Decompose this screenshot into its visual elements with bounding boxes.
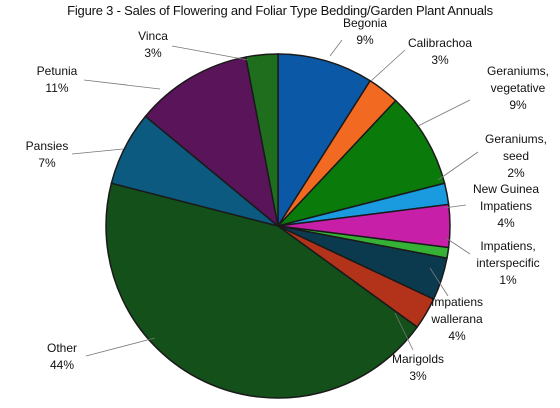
pie-slice-begonia bbox=[277, 53, 372, 229]
leader-line-pansies bbox=[71, 148, 124, 155]
slice-label-marigolds: Marigolds 3% bbox=[392, 352, 444, 383]
leader-line-new-guinea-impatiens bbox=[443, 204, 467, 209]
pie-slice-vinca bbox=[244, 53, 279, 227]
leader-line-other bbox=[85, 337, 156, 357]
slice-label-petunia: Petunia 11% bbox=[37, 64, 78, 95]
slice-label-new-guinea-impatiens: New Guinea Impatiens 4% bbox=[473, 182, 539, 230]
slice-label-calibrachoa: Calibrachoa 3% bbox=[408, 36, 472, 67]
slice-label-pansies: Pansies 7% bbox=[26, 139, 69, 170]
slice-label-geraniums-vegetative: Geraniums, vegetative 9% bbox=[487, 64, 549, 112]
leader-line-calibrachoa bbox=[370, 49, 406, 82]
leader-line-petunia bbox=[83, 79, 161, 90]
pie-slice-other bbox=[105, 182, 419, 399]
leader-lines bbox=[71, 39, 479, 357]
slice-label-vinca: Vinca 3% bbox=[138, 29, 168, 60]
leader-line-impatiens-interspecific bbox=[445, 237, 471, 255]
leader-line-begonia bbox=[329, 39, 343, 57]
slice-label-other: Other 44% bbox=[47, 341, 77, 372]
leader-line-geraniums-vegetative bbox=[417, 99, 471, 127]
slice-labels: Begonia 9% Calibrachoa 3% Geraniums, vegetati… bbox=[26, 16, 549, 383]
pie-slice-geraniums-vegetative bbox=[275, 99, 446, 228]
slice-label-geraniums-seed: Geraniums, seed 2% bbox=[485, 132, 547, 180]
pie-slices bbox=[105, 53, 451, 399]
chart-title: Figure 3 - Sales of Flowering and Foliar… bbox=[67, 3, 493, 18]
leader-line-marigolds bbox=[394, 312, 414, 351]
slice-label-impatiens-wallerana: Impatiens wallerana 4% bbox=[430, 295, 483, 343]
leader-line-impatiens-wallerana bbox=[429, 267, 449, 297]
slice-label-begonia: Begonia 9% bbox=[343, 16, 387, 47]
slice-label-impatiens-interspecific: Impatiens, interspecific 1% bbox=[476, 239, 539, 287]
leader-line-vinca bbox=[171, 45, 249, 61]
leader-line-geraniums-seed bbox=[437, 151, 479, 181]
